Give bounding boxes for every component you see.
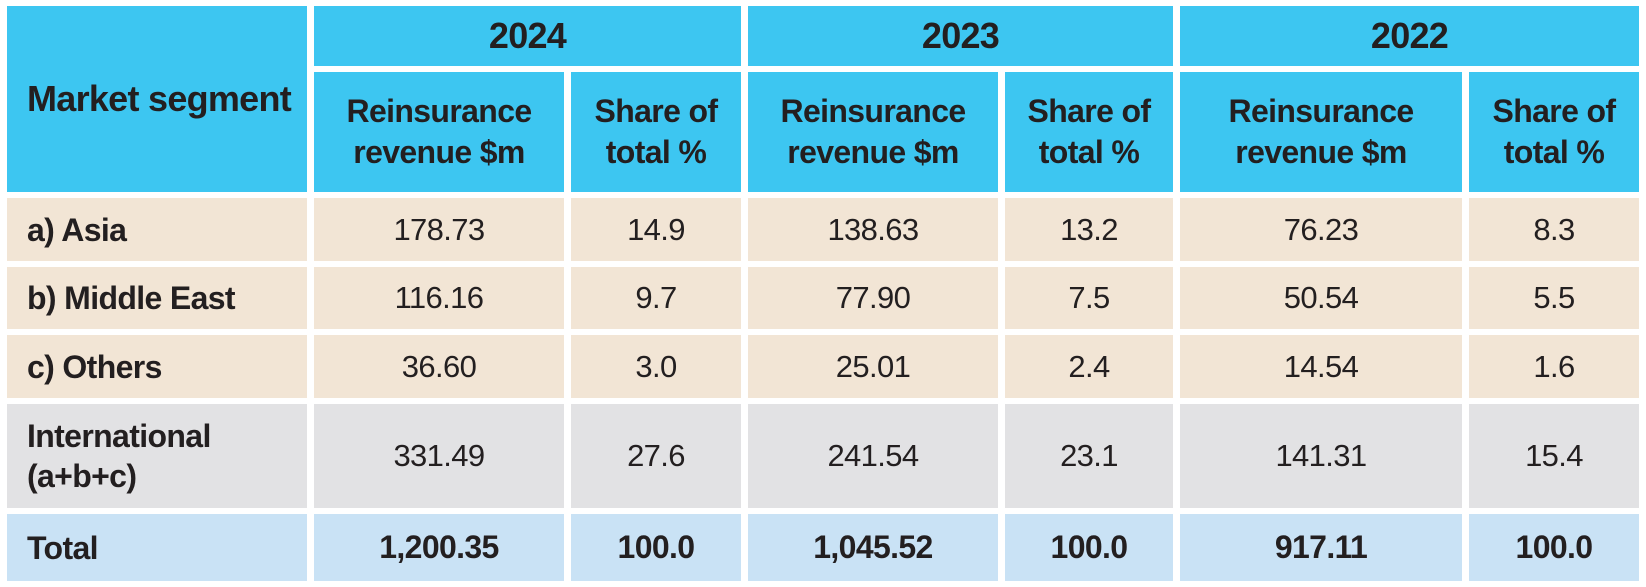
cell-value: 23.1 bbox=[1005, 403, 1173, 509]
table-row-others: c) Others 36.60 3.0 25.01 2.4 14.54 1.6 bbox=[7, 335, 1639, 398]
cell-value: 241.54 bbox=[748, 403, 998, 509]
cell-value: 9.7 bbox=[571, 266, 741, 330]
subheader-revenue-2023: Reinsurance revenue $m bbox=[748, 72, 998, 193]
total-value: 100.0 bbox=[571, 514, 741, 581]
row-label: c) Others bbox=[7, 335, 307, 398]
cell-value: 25.01 bbox=[748, 335, 998, 398]
subheader-revenue-2022: Reinsurance revenue $m bbox=[1180, 72, 1462, 193]
cell-value: 14.54 bbox=[1180, 335, 1462, 398]
total-value: 1,045.52 bbox=[748, 514, 998, 581]
cell-value: 116.16 bbox=[314, 266, 564, 330]
subheader-share-2022: Share of total % bbox=[1469, 72, 1639, 193]
cell-value: 13.2 bbox=[1005, 198, 1173, 261]
total-value: 100.0 bbox=[1005, 514, 1173, 581]
cell-value: 331.49 bbox=[314, 403, 564, 509]
table-row-middle-east: b) Middle East 116.16 9.7 77.90 7.5 50.5… bbox=[7, 266, 1639, 330]
total-label: Total bbox=[7, 514, 307, 581]
cell-value: 27.6 bbox=[571, 403, 741, 509]
cell-value: 14.9 bbox=[571, 198, 741, 261]
table-row-asia: a) Asia 178.73 14.9 138.63 13.2 76.23 8.… bbox=[7, 198, 1639, 261]
cell-value: 76.23 bbox=[1180, 198, 1462, 261]
cell-value: 50.54 bbox=[1180, 266, 1462, 330]
cell-value: 77.90 bbox=[748, 266, 998, 330]
subheader-revenue-2024: Reinsurance revenue $m bbox=[314, 72, 564, 193]
cell-value: 178.73 bbox=[314, 198, 564, 261]
total-value: 917.11 bbox=[1180, 514, 1462, 581]
year-header-2024: 2024 bbox=[314, 6, 741, 67]
year-header-row: Market segment 2024 2023 2022 bbox=[7, 6, 1639, 193]
table-row-international: International (a+b+c) 331.49 27.6 241.54… bbox=[7, 403, 1639, 509]
year-header-2023: 2023 bbox=[748, 6, 1173, 67]
table-row-total: Total 1,200.35 100.0 1,045.52 100.0 917.… bbox=[7, 514, 1639, 581]
cell-value: 138.63 bbox=[748, 198, 998, 261]
cell-value: 36.60 bbox=[314, 335, 564, 398]
year-header-2022: 2022 bbox=[1180, 6, 1639, 67]
total-value: 100.0 bbox=[1469, 514, 1639, 581]
subheader-share-2024: Share of total % bbox=[571, 72, 741, 193]
cell-value: 141.31 bbox=[1180, 403, 1462, 509]
row-label: International (a+b+c) bbox=[7, 403, 307, 509]
cell-value: 2.4 bbox=[1005, 335, 1173, 398]
cell-value: 7.5 bbox=[1005, 266, 1173, 330]
subheader-row: Reinsurance revenue $m Share of total % … bbox=[7, 72, 1639, 193]
cell-value: 1.6 bbox=[1469, 335, 1639, 398]
cell-value: 3.0 bbox=[571, 335, 741, 398]
cell-value: 8.3 bbox=[1469, 198, 1639, 261]
cell-value: 5.5 bbox=[1469, 266, 1639, 330]
cell-value: 15.4 bbox=[1469, 403, 1639, 509]
total-value: 1,200.35 bbox=[314, 514, 564, 581]
corner-header-market-segment: Market segment bbox=[7, 6, 307, 193]
row-label: b) Middle East bbox=[7, 266, 307, 330]
subheader-share-2023: Share of total % bbox=[1005, 72, 1173, 193]
row-label: a) Asia bbox=[7, 198, 307, 261]
